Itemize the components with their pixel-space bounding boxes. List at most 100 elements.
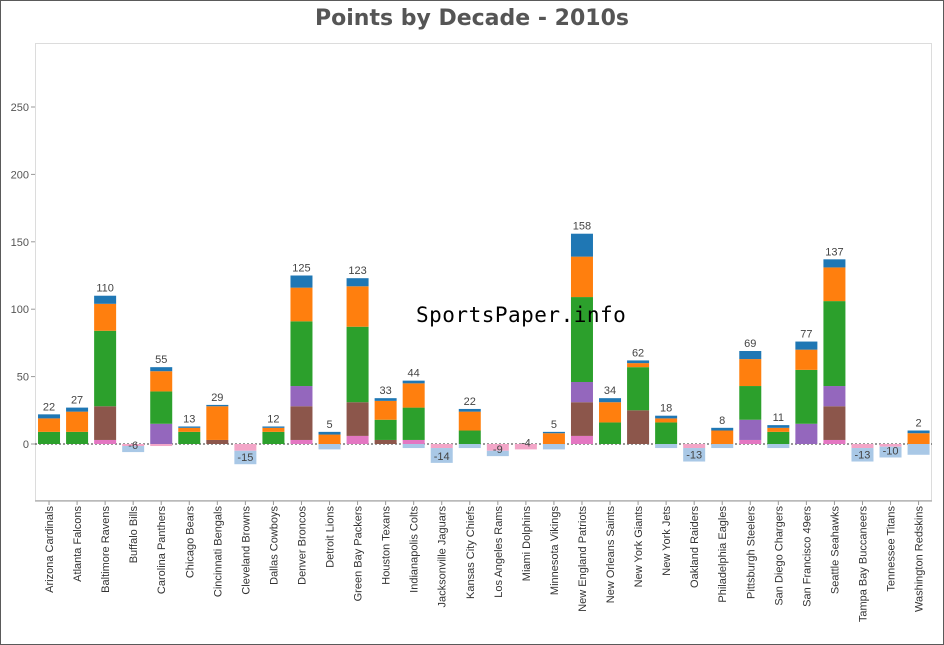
- bar-segment-negative: [402, 444, 425, 449]
- bar-segment-negative: [683, 444, 706, 449]
- bar-segment: [627, 360, 650, 364]
- bar-segment: [262, 426, 285, 428]
- data-label: 22: [43, 401, 55, 413]
- bar-segment-negative: [234, 444, 257, 451]
- bar-segment: [374, 439, 397, 444]
- bar-segment: [262, 431, 285, 444]
- x-tick-label: Tampa Bay Buccaneers: [857, 506, 869, 623]
- data-label: 125: [292, 263, 310, 275]
- x-tick-label: New England Patriots: [577, 506, 589, 612]
- bar-segment: [542, 431, 565, 434]
- y-tick-label: 100: [11, 304, 29, 316]
- bar-segment-negative: [683, 448, 706, 462]
- bar-segment: [290, 406, 313, 440]
- x-tick-label: Seattle Seahawks: [829, 506, 841, 595]
- bar-segment: [458, 430, 481, 444]
- bar-segment: [907, 433, 930, 444]
- bar-segment-negative: [234, 450, 257, 465]
- bar-segment: [94, 406, 117, 440]
- bar-segment: [206, 404, 229, 407]
- bar-segment-negative: [907, 444, 930, 455]
- bar-segment: [795, 369, 818, 424]
- bar-segment: [739, 439, 762, 444]
- y-tick-label: 150: [11, 237, 29, 249]
- bar-segment: [823, 406, 846, 440]
- bar-segment: [402, 383, 425, 408]
- data-label: 158: [573, 221, 591, 233]
- watermark: SportsPaper.info: [416, 303, 627, 327]
- bar-segment: [570, 402, 593, 436]
- bar-segment: [627, 363, 650, 368]
- bar-segment-negative: [486, 450, 509, 457]
- bar-segment-negative: [318, 444, 341, 450]
- bar-segment: [823, 301, 846, 387]
- bar-segment: [823, 259, 846, 268]
- y-tick-label: 200: [11, 169, 29, 181]
- data-label: -14: [434, 451, 450, 463]
- x-tick-label: Green Bay Packers: [353, 506, 365, 602]
- bar-segment: [795, 423, 818, 444]
- bar-segment: [795, 349, 818, 370]
- bar-segment: [823, 267, 846, 302]
- x-tick-label: San Diego Chargers: [773, 506, 785, 606]
- bar-segment: [150, 371, 173, 392]
- bar-segment: [739, 359, 762, 387]
- bar-segment: [150, 423, 173, 444]
- x-tick-label: Detroit Lions: [325, 506, 337, 568]
- data-label: -6: [128, 440, 138, 452]
- data-label: 11: [773, 412, 784, 424]
- bar-segment: [795, 341, 818, 350]
- bar-segment: [318, 434, 341, 444]
- bar-segment: [94, 303, 117, 331]
- data-label: 18: [660, 403, 672, 415]
- data-label: 34: [604, 385, 616, 397]
- bar-segment-negative: [851, 448, 874, 462]
- data-label: 62: [632, 347, 644, 359]
- bar-segment: [346, 286, 369, 327]
- x-tick-label: New Orleans Saints: [605, 506, 617, 604]
- bar-segment: [823, 386, 846, 407]
- x-tick-label: Tennessee Titans: [886, 506, 898, 592]
- x-tick-label: Indianapolis Colts: [409, 506, 421, 593]
- bar-segment: [570, 233, 593, 257]
- x-tick-label: Minnesota Vikings: [549, 506, 561, 596]
- bar-segment-negative: [122, 446, 145, 453]
- bar-segment: [767, 425, 790, 428]
- bar-segment: [711, 430, 734, 444]
- bar-segment-negative: [514, 444, 537, 450]
- data-label: 5: [326, 419, 332, 431]
- bar-segment: [739, 386, 762, 420]
- x-tick-label: Miami Dolphins: [521, 506, 533, 582]
- bar-segment: [94, 439, 117, 444]
- bar-segment: [346, 278, 369, 287]
- bar-segment-negative: [150, 444, 173, 447]
- data-label: -13: [855, 450, 871, 462]
- x-tick-label: Los Angeles Rams: [493, 506, 505, 598]
- bar-segment: [38, 414, 61, 419]
- data-label: 12: [267, 413, 279, 425]
- x-tick-label: Dallas Cowboys: [268, 506, 280, 585]
- bar-segment: [290, 439, 313, 444]
- x-tick-label: Baltimore Ravens: [100, 506, 112, 593]
- x-tick-label: Carolina Panthers: [156, 506, 168, 595]
- bar-segment: [66, 407, 89, 412]
- bar-segment: [570, 256, 593, 298]
- bar-segment-negative: [767, 444, 790, 449]
- bar-segment-negative: [430, 448, 453, 463]
- bar-segment: [290, 287, 313, 322]
- bar-segment: [38, 418, 61, 432]
- bar-segment: [402, 407, 425, 440]
- x-tick-label: Jacksonville Jaguars: [437, 506, 449, 608]
- data-label: 110: [96, 283, 114, 295]
- data-label: -10: [883, 445, 899, 457]
- bar-segment: [150, 391, 173, 424]
- bar-segment: [150, 367, 173, 372]
- y-tick-label: 50: [17, 372, 29, 384]
- y-tick-label: 0: [23, 439, 29, 451]
- x-tick-label: Buffalo Bills: [128, 506, 140, 564]
- x-tick-label: Washington Redskins: [914, 506, 926, 612]
- x-tick-label: Atlanta Falcons: [72, 506, 84, 582]
- bar-segment: [542, 433, 565, 444]
- bar-segment: [346, 402, 369, 436]
